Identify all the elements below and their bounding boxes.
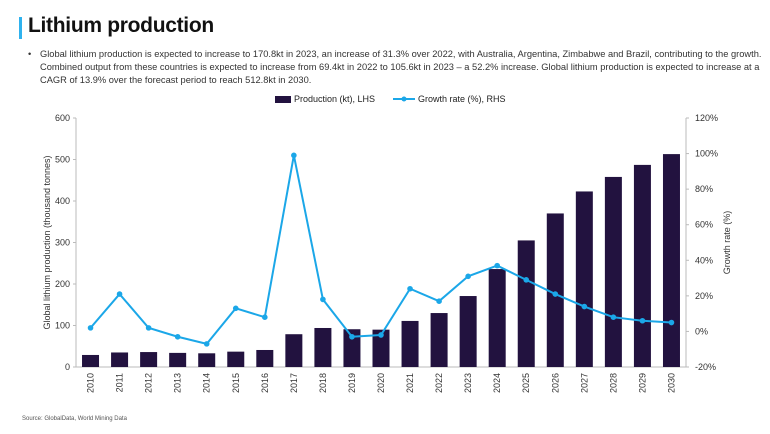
growth-rate-point: [349, 333, 355, 340]
x-tick-label: 2018: [318, 373, 328, 393]
growth-rate-point: [174, 333, 181, 340]
left-tick-label: 500: [55, 155, 70, 165]
x-tick-label: 2021: [405, 373, 415, 393]
x-tick-label: 2022: [434, 373, 444, 393]
summary-bullet: Global lithium production is expected to…: [28, 48, 765, 87]
x-tick-label: 2026: [550, 373, 560, 393]
growth-rate-point: [465, 273, 471, 280]
x-tick-label: 2028: [608, 373, 618, 393]
x-tick-label: 2014: [202, 373, 212, 393]
production-bar: [256, 349, 274, 367]
growth-rate-point: [145, 325, 152, 331]
growth-rate-point: [552, 291, 559, 297]
right-tick-label: 20%: [695, 291, 713, 301]
production-bar: [604, 176, 622, 367]
growth-rate-point: [291, 152, 297, 159]
production-bar: [82, 354, 100, 367]
x-tick-label: 2010: [86, 373, 96, 393]
growth-rate-point: [320, 296, 326, 303]
legend-growth: Growth rate (%), RHS: [393, 94, 506, 104]
left-tick-label: 600: [55, 113, 70, 123]
x-tick-label: 2030: [666, 373, 676, 393]
production-bar: [140, 352, 158, 367]
production-bar: [662, 154, 680, 367]
production-bar: [314, 327, 332, 367]
growth-rate-point: [436, 298, 442, 304]
production-bar: [169, 352, 187, 367]
production-bar: [517, 240, 535, 367]
growth-rate-point: [116, 291, 123, 297]
right-tick-label: 60%: [695, 220, 713, 230]
x-tick-label: 2029: [637, 373, 647, 393]
growth-rate-point: [639, 317, 646, 324]
growth-rate-point: [610, 314, 617, 321]
x-tick-label: 2011: [115, 373, 125, 392]
x-tick-label: 2023: [463, 373, 473, 393]
right-tick-label: 0%: [695, 326, 708, 336]
growth-rate-point: [494, 262, 500, 269]
production-bar: [459, 296, 477, 367]
right-tick-label: 40%: [695, 255, 713, 265]
production-bar: [343, 329, 361, 367]
growth-rate-point: [203, 341, 210, 347]
left-tick-label: 300: [55, 238, 70, 248]
x-tick-label: 2025: [521, 373, 531, 393]
title-accent-bar: [19, 17, 22, 39]
line-swatch-icon: [393, 96, 416, 102]
growth-rate-point: [581, 303, 588, 310]
growth-rate-point: [378, 332, 384, 338]
growth-rate-point: [87, 325, 94, 331]
production-bar: [372, 329, 390, 367]
left-tick-label: 400: [55, 196, 70, 206]
x-tick-label: 2024: [492, 373, 502, 393]
x-tick-label: 2016: [260, 373, 270, 393]
growth-rate-point: [407, 285, 413, 292]
production-bar: [575, 191, 593, 367]
x-tick-label: 2019: [347, 373, 357, 393]
x-tick-label: 2027: [579, 373, 589, 393]
growth-rate-point: [262, 314, 268, 321]
y2-axis-title: Growth rate (%): [722, 211, 732, 275]
left-tick-label: 0: [65, 362, 70, 372]
left-tick-label: 200: [55, 279, 70, 289]
left-tick-label: 100: [55, 321, 70, 331]
bar-swatch-icon: [275, 95, 291, 103]
x-tick-label: 2012: [144, 373, 154, 393]
production-bar: [111, 352, 129, 367]
x-tick-label: 2015: [231, 373, 241, 393]
right-tick-label: -20%: [695, 362, 716, 372]
production-bar: [633, 164, 651, 367]
legend-production: Production (kt), LHS: [275, 94, 375, 104]
production-bar: [488, 269, 506, 367]
x-tick-label: 2017: [289, 373, 299, 393]
production-bar: [227, 351, 245, 367]
right-tick-label: 100%: [695, 149, 718, 159]
production-bar: [401, 320, 419, 367]
chart-legend: Production (kt), LHS Growth rate (%), RH…: [275, 94, 506, 104]
page-title: Lithium production: [28, 14, 214, 37]
growth-rate-point: [668, 319, 675, 326]
right-tick-label: 80%: [695, 184, 713, 194]
production-bar: [546, 213, 564, 367]
growth-rate-point: [232, 305, 239, 312]
source-note: Source: GlobalData, World Mining Data: [22, 416, 127, 422]
growth-rate-point: [523, 277, 530, 283]
x-tick-label: 2013: [173, 373, 183, 393]
x-tick-label: 2020: [376, 373, 386, 393]
production-bar: [430, 313, 448, 367]
production-bar: [198, 353, 216, 367]
y-axis-title: Global lithium production (thousand tonn…: [42, 155, 52, 329]
right-tick-label: 120%: [695, 113, 718, 123]
production-bar: [285, 334, 303, 367]
